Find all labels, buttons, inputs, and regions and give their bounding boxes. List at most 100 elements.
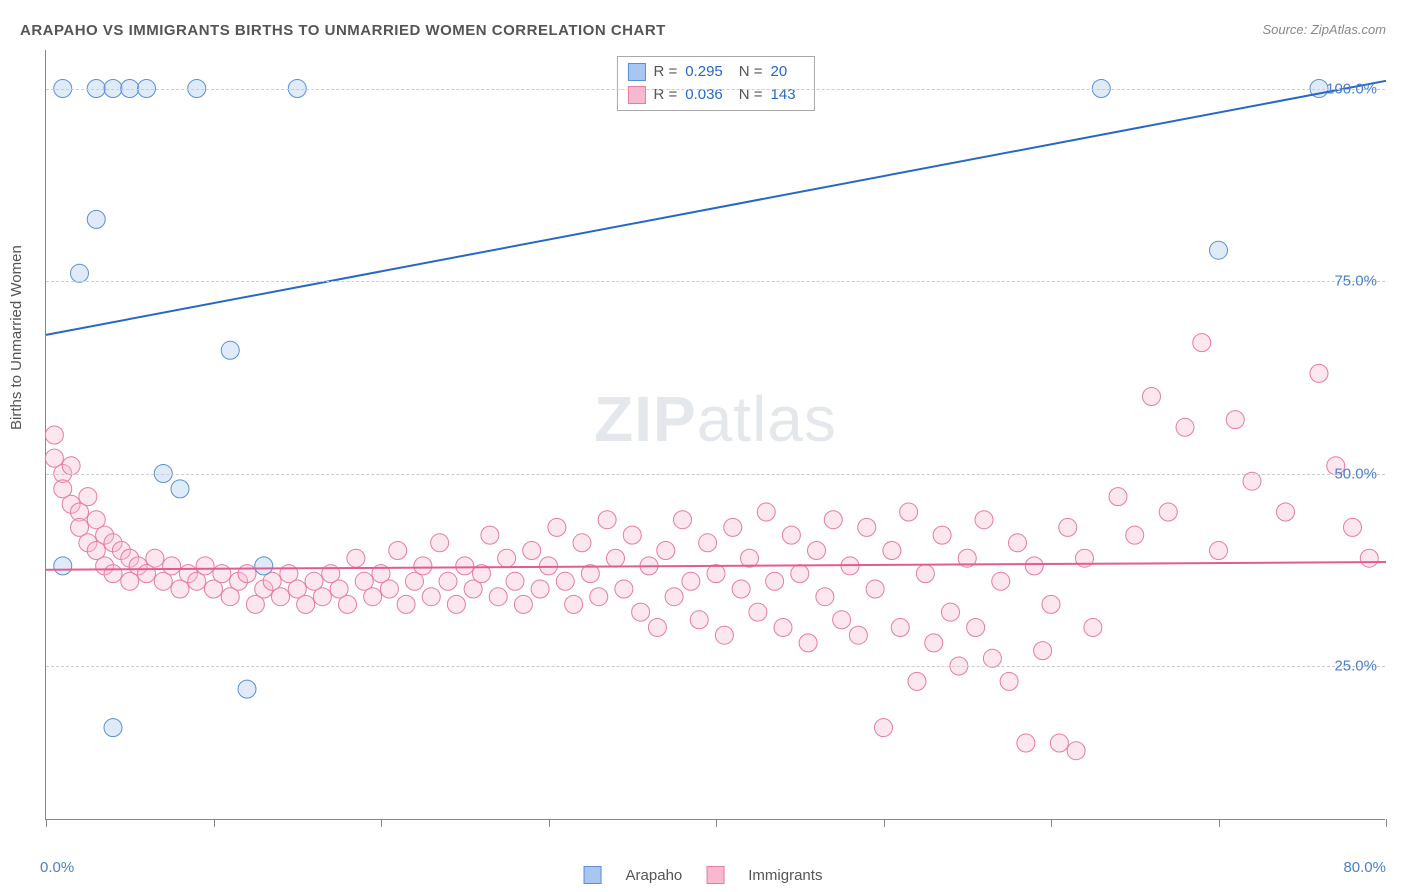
scatter-point <box>732 580 750 598</box>
scatter-point <box>900 503 918 521</box>
x-tick <box>381 819 382 827</box>
scatter-point <box>933 526 951 544</box>
trend-line <box>46 81 1386 335</box>
scatter-point <box>196 557 214 575</box>
legend-label-arapaho: Arapaho <box>626 867 683 884</box>
scatter-point <box>967 619 985 637</box>
y-axis-label: Births to Unmarried Women <box>8 245 25 430</box>
scatter-point <box>1193 334 1211 352</box>
y-tick-label: 25.0% <box>1334 658 1377 675</box>
x-tick <box>716 819 717 827</box>
stats-row-arapaho: R = 0.295 N = 20 <box>627 61 803 84</box>
scatter-point <box>481 526 499 544</box>
scatter-point <box>79 488 97 506</box>
scatter-point <box>1210 241 1228 259</box>
scatter-point <box>62 457 80 475</box>
scatter-point <box>607 549 625 567</box>
scatter-point <box>439 572 457 590</box>
scatter-point <box>674 511 692 529</box>
scatter-point <box>707 565 725 583</box>
scatter-point <box>1310 364 1328 382</box>
legend-swatch-arapaho <box>584 866 602 884</box>
scatter-point <box>858 518 876 536</box>
scatter-point <box>699 534 717 552</box>
scatter-point <box>1159 503 1177 521</box>
scatter-point <box>849 626 867 644</box>
scatter-point <box>1176 418 1194 436</box>
scatter-point <box>1143 388 1161 406</box>
scatter-point <box>1009 534 1027 552</box>
scatter-point <box>523 542 541 560</box>
scatter-point <box>875 719 893 737</box>
scatter-point <box>146 549 164 567</box>
x-tick <box>884 819 885 827</box>
gridline <box>46 474 1385 475</box>
scatter-point <box>598 511 616 529</box>
scatter-point <box>171 480 189 498</box>
scatter-point <box>1059 518 1077 536</box>
scatter-point <box>238 680 256 698</box>
scatter-point <box>45 426 63 444</box>
scatter-point <box>908 672 926 690</box>
scatter-point <box>925 634 943 652</box>
x-tick <box>549 819 550 827</box>
swatch-arapaho <box>627 63 645 81</box>
scatter-point <box>690 611 708 629</box>
scatter-point <box>590 588 608 606</box>
x-tick <box>1219 819 1220 827</box>
scatter-point <box>339 595 357 613</box>
scatter-point <box>422 588 440 606</box>
scatter-point <box>573 534 591 552</box>
scatter-point <box>657 542 675 560</box>
scatter-point <box>833 611 851 629</box>
y-tick-label: 75.0% <box>1334 273 1377 290</box>
scatter-point <box>514 595 532 613</box>
scatter-point <box>313 588 331 606</box>
scatter-point <box>782 526 800 544</box>
scatter-point <box>1210 542 1228 560</box>
scatter-point <box>397 595 415 613</box>
scatter-point <box>163 557 181 575</box>
arapaho-n-value: 20 <box>771 61 788 84</box>
x-tick <box>214 819 215 827</box>
series-legend: Arapaho Immigrants <box>584 866 823 884</box>
scatter-point <box>824 511 842 529</box>
scatter-point <box>975 511 993 529</box>
scatter-point <box>1042 595 1060 613</box>
scatter-point <box>389 542 407 560</box>
chart-title: ARAPAHO VS IMMIGRANTS BIRTHS TO UNMARRIE… <box>20 22 666 39</box>
scatter-point <box>297 595 315 613</box>
scatter-point <box>104 565 122 583</box>
scatter-point <box>1243 472 1261 490</box>
scatter-point <box>883 542 901 560</box>
scatter-point <box>1067 742 1085 760</box>
scatter-point <box>414 557 432 575</box>
scatter-point <box>791 565 809 583</box>
scatter-point <box>221 341 239 359</box>
scatter-point <box>623 526 641 544</box>
scatter-point <box>238 565 256 583</box>
scatter-point <box>992 572 1010 590</box>
y-tick-label: 100.0% <box>1326 80 1377 97</box>
scatter-point <box>456 557 474 575</box>
scatter-point <box>565 595 583 613</box>
scatter-point <box>665 588 683 606</box>
scatter-point <box>766 572 784 590</box>
scatter-point <box>715 626 733 644</box>
scatter-point <box>615 580 633 598</box>
scatter-point <box>724 518 742 536</box>
scatter-point <box>632 603 650 621</box>
scatter-point <box>1277 503 1295 521</box>
arapaho-r-value: 0.295 <box>685 61 723 84</box>
scatter-point <box>380 580 398 598</box>
gridline <box>46 666 1385 667</box>
scatter-point <box>916 565 934 583</box>
scatter-point <box>431 534 449 552</box>
plot-area: ZIPatlas R = 0.295 N = 20 R = 0.036 N = … <box>45 50 1385 820</box>
scatter-point <box>272 588 290 606</box>
x-tick-label-max: 80.0% <box>1343 859 1386 876</box>
scatter-point <box>347 549 365 567</box>
scatter-point <box>757 503 775 521</box>
scatter-point <box>774 619 792 637</box>
gridline <box>46 89 1385 90</box>
